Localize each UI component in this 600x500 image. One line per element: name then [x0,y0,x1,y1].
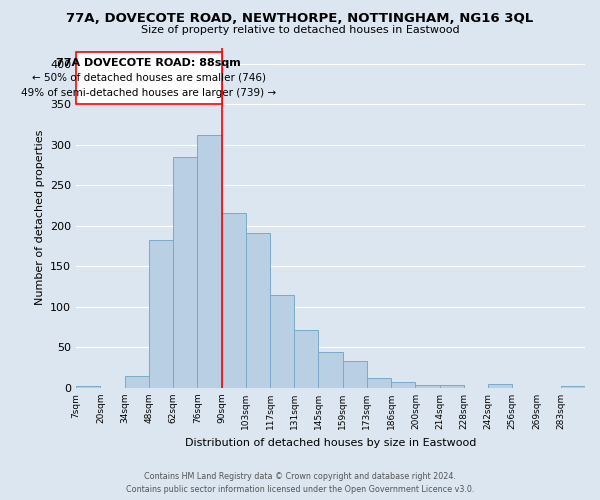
Text: Size of property relative to detached houses in Eastwood: Size of property relative to detached ho… [140,25,460,35]
Bar [76,52,221,104]
Bar [415,386,440,388]
Bar [343,361,367,388]
Bar [76,386,100,388]
Text: ← 50% of detached houses are smaller (746): ← 50% of detached houses are smaller (74… [32,73,266,83]
Bar [221,213,246,388]
Text: 77A, DOVECOTE ROAD, NEWTHORPE, NOTTINGHAM, NG16 3QL: 77A, DOVECOTE ROAD, NEWTHORPE, NOTTINGHA… [67,12,533,26]
Y-axis label: Number of detached properties: Number of detached properties [35,130,44,306]
Text: 49% of semi-detached houses are larger (739) →: 49% of semi-detached houses are larger (… [21,88,277,98]
Text: Contains HM Land Registry data © Crown copyright and database right 2024.
Contai: Contains HM Land Registry data © Crown c… [126,472,474,494]
Bar [319,352,343,388]
Bar [149,240,173,388]
Bar [488,384,512,388]
Bar [391,382,415,388]
Text: 77A DOVECOTE ROAD: 88sqm: 77A DOVECOTE ROAD: 88sqm [56,58,241,68]
Bar [197,135,221,388]
Bar [367,378,391,388]
Bar [270,294,294,388]
Bar [294,330,319,388]
Bar [561,386,585,388]
Bar [173,157,197,388]
Bar [246,233,270,388]
Bar [125,376,149,388]
X-axis label: Distribution of detached houses by size in Eastwood: Distribution of detached houses by size … [185,438,476,448]
Bar [440,386,464,388]
